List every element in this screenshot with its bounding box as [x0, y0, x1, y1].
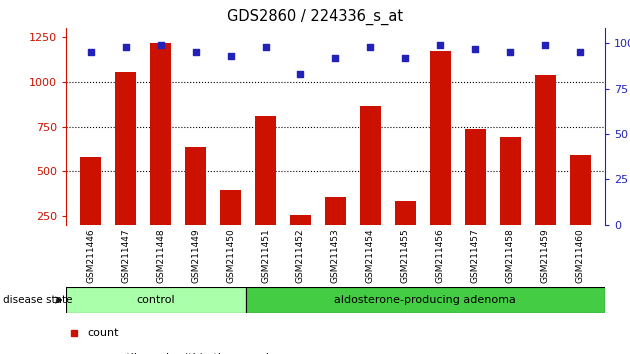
Text: GSM211451: GSM211451 [261, 228, 270, 283]
Bar [66, 287, 246, 313]
Bar [395, 201, 416, 261]
Text: GDS2860 / 224336_s_at: GDS2860 / 224336_s_at [227, 9, 403, 25]
Text: GSM211459: GSM211459 [541, 228, 550, 283]
Text: GSM211456: GSM211456 [436, 228, 445, 283]
Bar [360, 106, 381, 261]
Bar [115, 72, 136, 261]
Text: GSM211450: GSM211450 [226, 228, 235, 283]
Point [505, 50, 515, 55]
Point [226, 53, 236, 59]
Text: GSM211458: GSM211458 [506, 228, 515, 283]
Text: control: control [137, 295, 175, 305]
Point [260, 44, 270, 50]
Text: percentile rank within the sample: percentile rank within the sample [88, 353, 275, 354]
Text: GSM211449: GSM211449 [191, 228, 200, 283]
Text: aldosterone-producing adenoma: aldosterone-producing adenoma [335, 295, 516, 305]
Point [471, 46, 481, 52]
Bar [185, 147, 206, 261]
Point [156, 42, 166, 48]
Bar [80, 157, 101, 261]
Point [331, 55, 341, 61]
Text: GSM211460: GSM211460 [576, 228, 585, 283]
Text: GSM211447: GSM211447 [121, 228, 130, 283]
Bar [570, 155, 591, 261]
Bar [325, 197, 346, 261]
Point [435, 42, 445, 48]
Text: GSM211452: GSM211452 [296, 228, 305, 283]
Point [86, 50, 96, 55]
Text: GSM211446: GSM211446 [86, 228, 95, 283]
Point [295, 72, 306, 77]
Bar [246, 287, 605, 313]
Bar [465, 129, 486, 261]
Bar [220, 190, 241, 261]
Text: disease state: disease state [3, 295, 72, 305]
Point [190, 50, 200, 55]
Bar [430, 51, 451, 261]
Text: GSM211448: GSM211448 [156, 228, 165, 283]
Point [365, 44, 375, 50]
Point [541, 42, 551, 48]
Point [120, 44, 130, 50]
Text: GSM211454: GSM211454 [366, 228, 375, 283]
Bar [500, 137, 521, 261]
Text: count: count [88, 328, 119, 338]
Bar [255, 116, 276, 261]
Text: GSM211455: GSM211455 [401, 228, 410, 283]
Text: GSM211453: GSM211453 [331, 228, 340, 283]
Bar [535, 75, 556, 261]
Bar [290, 215, 311, 261]
Bar [150, 42, 171, 261]
Point [401, 55, 411, 61]
Text: GSM211457: GSM211457 [471, 228, 480, 283]
Point [575, 50, 585, 55]
